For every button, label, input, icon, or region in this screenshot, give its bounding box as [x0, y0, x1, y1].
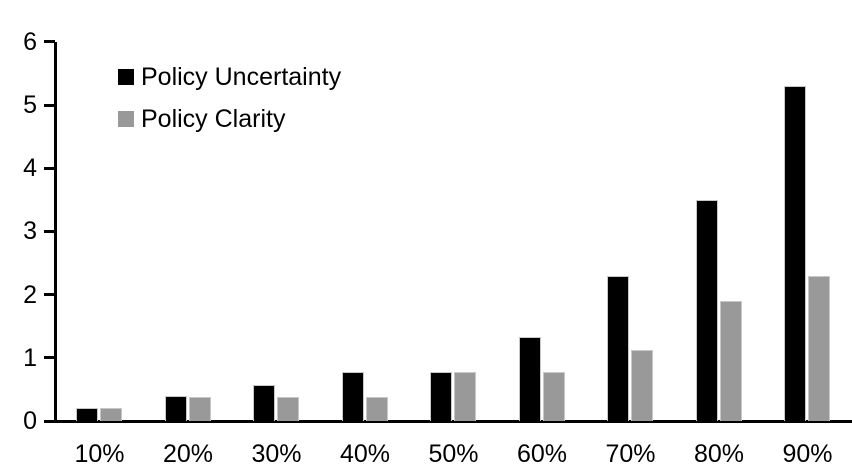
legend-swatch-policy-clarity: [118, 111, 134, 127]
x-axis-label: 40%: [339, 440, 391, 468]
policy-clarity-bar: [454, 372, 476, 421]
y-axis-tick: [44, 166, 55, 170]
legend-label-policy-clarity: Policy Clarity: [141, 104, 286, 133]
policy-uncertainty-bar: [164, 395, 187, 421]
x-axis-label: 10%: [74, 440, 125, 468]
policy-uncertainty-bar: [607, 275, 629, 421]
x-axis-label: 20%: [162, 440, 214, 468]
legend-swatch-policy-uncertainty: [118, 69, 134, 85]
policy-uncertainty-bar: [518, 336, 541, 421]
y-axis-tick-label: 0: [23, 407, 37, 435]
y-axis-tick-label: 1: [23, 343, 37, 372]
policy-clarity-bar: [188, 397, 211, 421]
policy-clarity-bar: [808, 275, 830, 421]
x-axis-label: 60%: [516, 440, 568, 468]
policy-clarity-bar: [542, 372, 565, 421]
policy-clarity-bar: [631, 349, 653, 421]
y-axis-tick-label: 2: [23, 280, 37, 309]
x-axis-label: 90%: [782, 440, 833, 468]
legend-item-policy-uncertainty: Policy Uncertainty: [118, 62, 341, 92]
y-axis-tick-label: 4: [23, 154, 37, 183]
y-axis-tick-label: 6: [23, 27, 37, 56]
policy-uncertainty-bar: [430, 371, 452, 421]
y-axis-tick-label: 5: [23, 91, 37, 120]
legend: Policy Uncertainty Policy Clarity: [118, 62, 341, 146]
policy-clarity-bar: [719, 300, 742, 421]
policy-uncertainty-bar: [341, 372, 364, 421]
y-axis-tick: [44, 419, 55, 423]
x-axis-label: 50%: [428, 440, 479, 468]
y-axis-tick: [44, 40, 55, 44]
legend-label-policy-uncertainty: Policy Uncertainty: [141, 62, 342, 91]
y-axis-tick-label: 3: [23, 217, 37, 246]
policy-clarity-bar: [365, 397, 388, 421]
policy-clarity-bar: [277, 397, 299, 421]
y-axis-tick: [44, 293, 55, 297]
policy-uncertainty-bar: [253, 385, 275, 421]
policy-uncertainty-bar: [76, 408, 98, 421]
y-axis-tick: [44, 356, 55, 360]
policy-uncertainty-bar: [784, 86, 806, 421]
y-axis-tick: [44, 103, 55, 107]
x-axis-label: 30%: [251, 440, 302, 468]
policy-uncertainty-bar: [695, 199, 718, 421]
x-axis-label: 70%: [605, 440, 656, 468]
y-axis-line: [54, 42, 57, 420]
policy-clarity-bar: [100, 408, 122, 421]
x-axis-label: 80%: [693, 440, 745, 468]
y-axis-tick: [44, 229, 55, 233]
legend-item-policy-clarity: Policy Clarity: [118, 104, 341, 134]
x-axis-line: [54, 420, 852, 423]
